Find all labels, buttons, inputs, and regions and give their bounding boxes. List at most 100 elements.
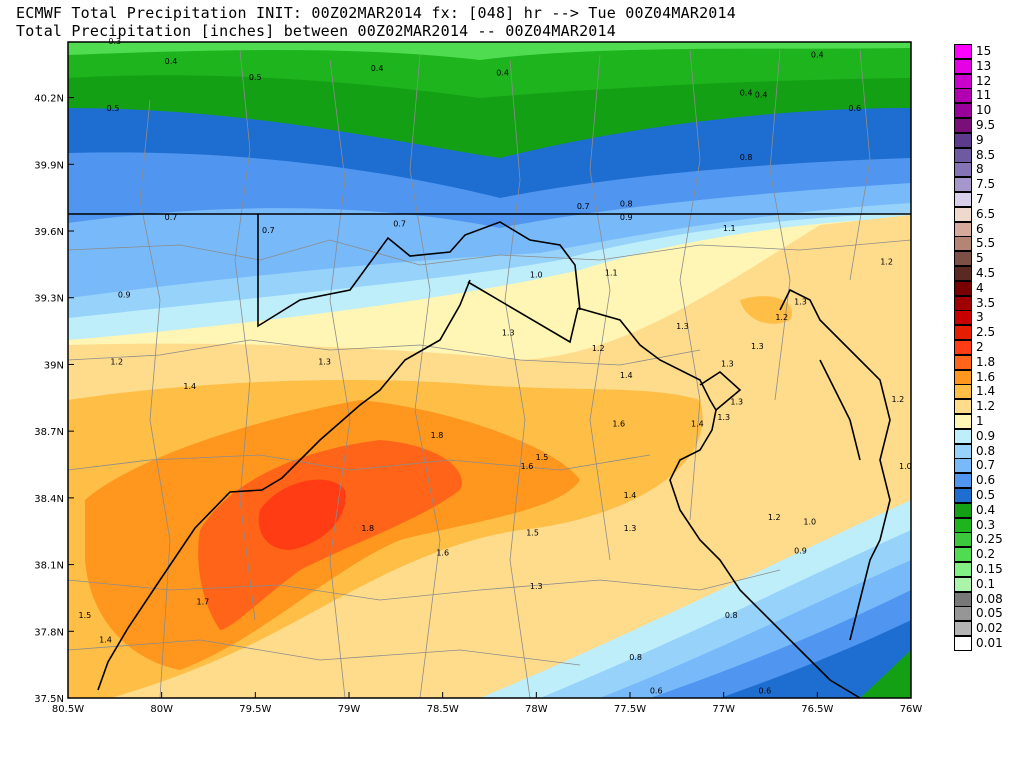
- contour-label: 0.7: [262, 226, 275, 235]
- legend-label: 0.25: [976, 532, 1003, 547]
- legend-swatch: [954, 340, 972, 355]
- legend-item: 7.5: [954, 177, 1024, 193]
- contour-label: 0.6: [759, 687, 772, 696]
- contour-label: 0.6: [650, 687, 663, 696]
- legend-swatch: [954, 132, 972, 148]
- contour-label: 0.4: [755, 91, 768, 100]
- legend-swatch: [954, 310, 972, 326]
- contour-label: 1.3: [730, 398, 743, 407]
- x-tick-label: 77W: [712, 704, 735, 715]
- legend-swatch: [954, 354, 972, 370]
- legend-label: 0.02: [976, 621, 1003, 636]
- contour-label: 1.6: [436, 549, 449, 558]
- legend-label: 0.2: [976, 547, 996, 562]
- legend-label: 1.6: [976, 369, 996, 384]
- legend-label: 1.4: [976, 384, 996, 399]
- legend-swatch: [954, 221, 972, 237]
- band-se-05: [720, 620, 911, 698]
- legend-swatch: [954, 73, 972, 89]
- legend-label: 11: [976, 88, 992, 103]
- legend-item: 1.2: [954, 399, 1024, 415]
- y-tick-label: 37.8N: [34, 627, 64, 638]
- precip-fill-bands: [68, 42, 911, 698]
- legend-label: 12: [976, 73, 992, 88]
- contour-label: 0.7: [393, 220, 406, 229]
- map-frame: [67, 41, 912, 699]
- legend-item: 0.9: [954, 428, 1024, 444]
- contour-label: 1.0: [899, 462, 912, 471]
- legend-label: 10: [976, 103, 992, 118]
- legend-label: 0.08: [976, 591, 1003, 606]
- y-tick-label: 39N: [44, 360, 64, 371]
- legend-swatch: [954, 162, 972, 178]
- x-tick-label: 76W: [900, 704, 923, 715]
- legend-label: 2: [976, 340, 984, 354]
- contour-label: 0.4: [371, 64, 384, 73]
- legend-label: 15: [976, 44, 992, 58]
- contour-label: 1.5: [536, 453, 549, 462]
- legend-label: 8: [976, 162, 984, 177]
- legend-label: 0.4: [976, 502, 996, 517]
- contour-label: 1.4: [620, 371, 633, 380]
- legend-label: 0.7: [976, 458, 996, 473]
- legend-label: 0.9: [976, 428, 996, 443]
- legend-label: 9.5: [976, 118, 996, 132]
- legend-item: 8.5: [954, 147, 1024, 163]
- contour-label: 0.7: [577, 202, 590, 211]
- legend-swatch: [954, 266, 972, 281]
- y-tick-label: 38.4N: [34, 494, 64, 505]
- contour-label: 1.3: [502, 329, 515, 338]
- contour-label: 0.3: [108, 37, 121, 46]
- legend-swatch: [954, 384, 972, 400]
- legend-swatch: [954, 428, 972, 444]
- y-tick-label: 39.3N: [34, 294, 64, 305]
- legend-swatch: [954, 576, 972, 592]
- x-tick-label: 80W: [150, 704, 173, 715]
- legend-item: 10: [954, 103, 1024, 119]
- legend-swatch: [954, 547, 972, 563]
- legend-label: 0.5: [976, 488, 996, 502]
- legend-swatch: [954, 399, 972, 415]
- contour-label: 0.4: [811, 51, 824, 60]
- legend-label: 1: [976, 414, 984, 428]
- contour-label: 0.7: [165, 213, 178, 222]
- legend-item: 0.15: [954, 562, 1024, 577]
- legend-item: 11: [954, 88, 1024, 104]
- band-green-mid: [68, 48, 911, 100]
- legend-swatch: [954, 606, 972, 622]
- band-se-04: [860, 650, 911, 698]
- contour-label: 1.2: [892, 395, 905, 404]
- legend-swatch: [954, 58, 972, 74]
- contour-label: 0.8: [740, 153, 753, 162]
- legend-item: 5: [954, 251, 1024, 267]
- contour-label: 1.7: [197, 598, 210, 607]
- contour-label: 1.6: [521, 462, 534, 471]
- legend-item: 0.8: [954, 443, 1024, 459]
- legend-label: 1.8: [976, 354, 996, 369]
- legend-swatch: [954, 88, 972, 104]
- legend-swatch: [954, 177, 972, 193]
- legend-label: 3.5: [976, 295, 996, 310]
- legend-item: 0.2: [954, 547, 1024, 563]
- legend-item: 0.6: [954, 473, 1024, 489]
- legend-swatch: [954, 532, 972, 548]
- contour-label: 1.2: [768, 513, 781, 522]
- contour-label: 1.2: [592, 344, 605, 353]
- x-tick-label: 76.5W: [801, 704, 833, 715]
- legend-item: 4: [954, 280, 1024, 296]
- contour-label: 1.2: [880, 257, 893, 266]
- contour-label: 0.9: [620, 213, 633, 222]
- y-tick-label: 37.5N: [34, 694, 64, 705]
- map-title-line-2: Total Precipitation [inches] between 00Z…: [16, 22, 616, 40]
- contour-label: 0.4: [165, 57, 178, 66]
- legend-label: 0.6: [976, 473, 996, 488]
- legend-label: 4.5: [976, 266, 996, 280]
- legend-item: 2: [954, 340, 1024, 355]
- legend-swatch: [954, 118, 972, 133]
- contour-label: 1.0: [530, 271, 543, 280]
- legend-label: 9: [976, 132, 984, 147]
- band-blue-05: [68, 108, 911, 200]
- contour-label: 1.3: [751, 342, 764, 351]
- contour-label: 1.4: [99, 635, 112, 644]
- contour-label: 1.3: [530, 582, 543, 591]
